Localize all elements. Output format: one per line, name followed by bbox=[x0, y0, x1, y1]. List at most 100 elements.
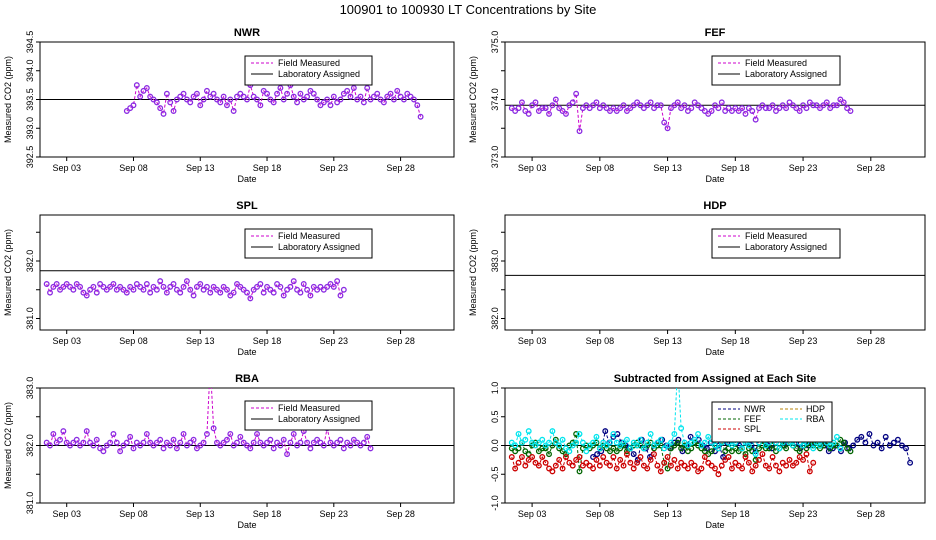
data-point bbox=[830, 439, 837, 446]
data-point bbox=[220, 439, 227, 446]
data-point bbox=[695, 468, 702, 475]
data-point bbox=[364, 85, 371, 91]
data-point bbox=[866, 431, 873, 437]
data-point bbox=[297, 439, 304, 446]
data-point bbox=[310, 283, 317, 290]
data-point bbox=[103, 286, 110, 293]
data-point bbox=[844, 445, 851, 452]
data-point bbox=[327, 102, 334, 109]
data-point bbox=[623, 451, 630, 458]
data-point bbox=[786, 99, 793, 106]
legend-box bbox=[244, 55, 373, 86]
data-point bbox=[586, 462, 593, 469]
data-point bbox=[773, 448, 779, 455]
x-tick-label: Sep 08 bbox=[586, 336, 615, 346]
series-line-field-measured bbox=[46, 388, 372, 457]
data-point bbox=[735, 462, 742, 469]
data-point bbox=[542, 459, 549, 466]
data-point bbox=[170, 281, 177, 287]
data-point bbox=[264, 90, 270, 97]
data-point bbox=[310, 439, 317, 446]
data-point bbox=[57, 436, 63, 443]
data-point bbox=[600, 454, 607, 460]
data-point bbox=[556, 456, 563, 463]
data-point bbox=[661, 119, 668, 126]
x-tick-label: Sep 28 bbox=[857, 336, 886, 346]
data-point bbox=[691, 436, 698, 443]
data-point bbox=[647, 99, 654, 106]
data-point bbox=[518, 99, 525, 106]
data-point bbox=[549, 468, 556, 475]
data-point bbox=[117, 283, 124, 290]
data-point bbox=[277, 283, 284, 290]
data-point bbox=[414, 102, 421, 109]
data-point bbox=[762, 442, 769, 449]
data-point bbox=[688, 459, 695, 466]
x-tick-label: Sep 13 bbox=[186, 509, 215, 519]
data-point bbox=[274, 439, 280, 446]
data-point bbox=[810, 459, 817, 466]
data-point bbox=[701, 439, 708, 446]
data-point bbox=[183, 278, 190, 285]
data-point bbox=[627, 459, 634, 466]
data-point bbox=[327, 281, 334, 287]
data-point bbox=[77, 442, 84, 449]
data-point bbox=[300, 281, 307, 287]
data-point bbox=[314, 96, 321, 103]
data-point bbox=[330, 283, 337, 290]
data-point bbox=[810, 445, 817, 452]
data-point bbox=[779, 102, 786, 109]
data-point bbox=[886, 442, 893, 449]
data-point bbox=[644, 442, 651, 449]
data-point bbox=[522, 108, 529, 114]
data-point bbox=[725, 105, 732, 112]
data-point bbox=[844, 105, 851, 112]
data-point bbox=[593, 456, 600, 463]
data-point bbox=[749, 108, 756, 114]
data-point bbox=[344, 87, 351, 94]
data-point bbox=[127, 105, 134, 112]
data-point bbox=[756, 445, 762, 452]
data-point bbox=[177, 93, 184, 100]
data-point bbox=[123, 108, 130, 114]
data-point bbox=[267, 436, 274, 443]
data-point bbox=[752, 116, 759, 123]
data-point bbox=[163, 439, 170, 446]
data-point bbox=[257, 439, 264, 446]
data-point bbox=[563, 454, 569, 460]
data-point bbox=[566, 442, 573, 449]
data-point bbox=[745, 105, 752, 112]
data-point bbox=[167, 283, 174, 290]
data-point bbox=[756, 105, 762, 112]
data-point bbox=[546, 451, 552, 458]
data-point bbox=[735, 448, 742, 455]
data-point bbox=[546, 110, 552, 117]
data-point bbox=[675, 363, 680, 368]
data-point bbox=[160, 445, 167, 452]
panel-title: SPL bbox=[236, 200, 258, 212]
data-point bbox=[190, 436, 197, 443]
panel-title: NWR bbox=[234, 27, 260, 39]
data-point bbox=[140, 87, 147, 94]
y-axis-label: Measured CO2 (ppm) bbox=[3, 229, 13, 316]
data-point bbox=[556, 442, 563, 449]
data-point bbox=[47, 289, 53, 296]
data-point bbox=[773, 462, 779, 469]
plot-frame bbox=[504, 214, 926, 331]
data-point bbox=[678, 459, 685, 466]
data-point bbox=[563, 110, 569, 117]
data-point bbox=[654, 439, 661, 446]
data-point bbox=[107, 439, 114, 446]
data-point bbox=[796, 454, 803, 460]
data-point bbox=[749, 468, 756, 475]
data-point bbox=[387, 90, 394, 97]
data-point bbox=[247, 295, 254, 302]
data-point bbox=[688, 439, 695, 446]
data-point bbox=[613, 465, 620, 472]
data-point bbox=[77, 283, 84, 290]
data-point bbox=[651, 105, 657, 112]
data-point bbox=[290, 431, 297, 437]
data-point bbox=[267, 286, 274, 293]
data-point bbox=[53, 281, 60, 287]
